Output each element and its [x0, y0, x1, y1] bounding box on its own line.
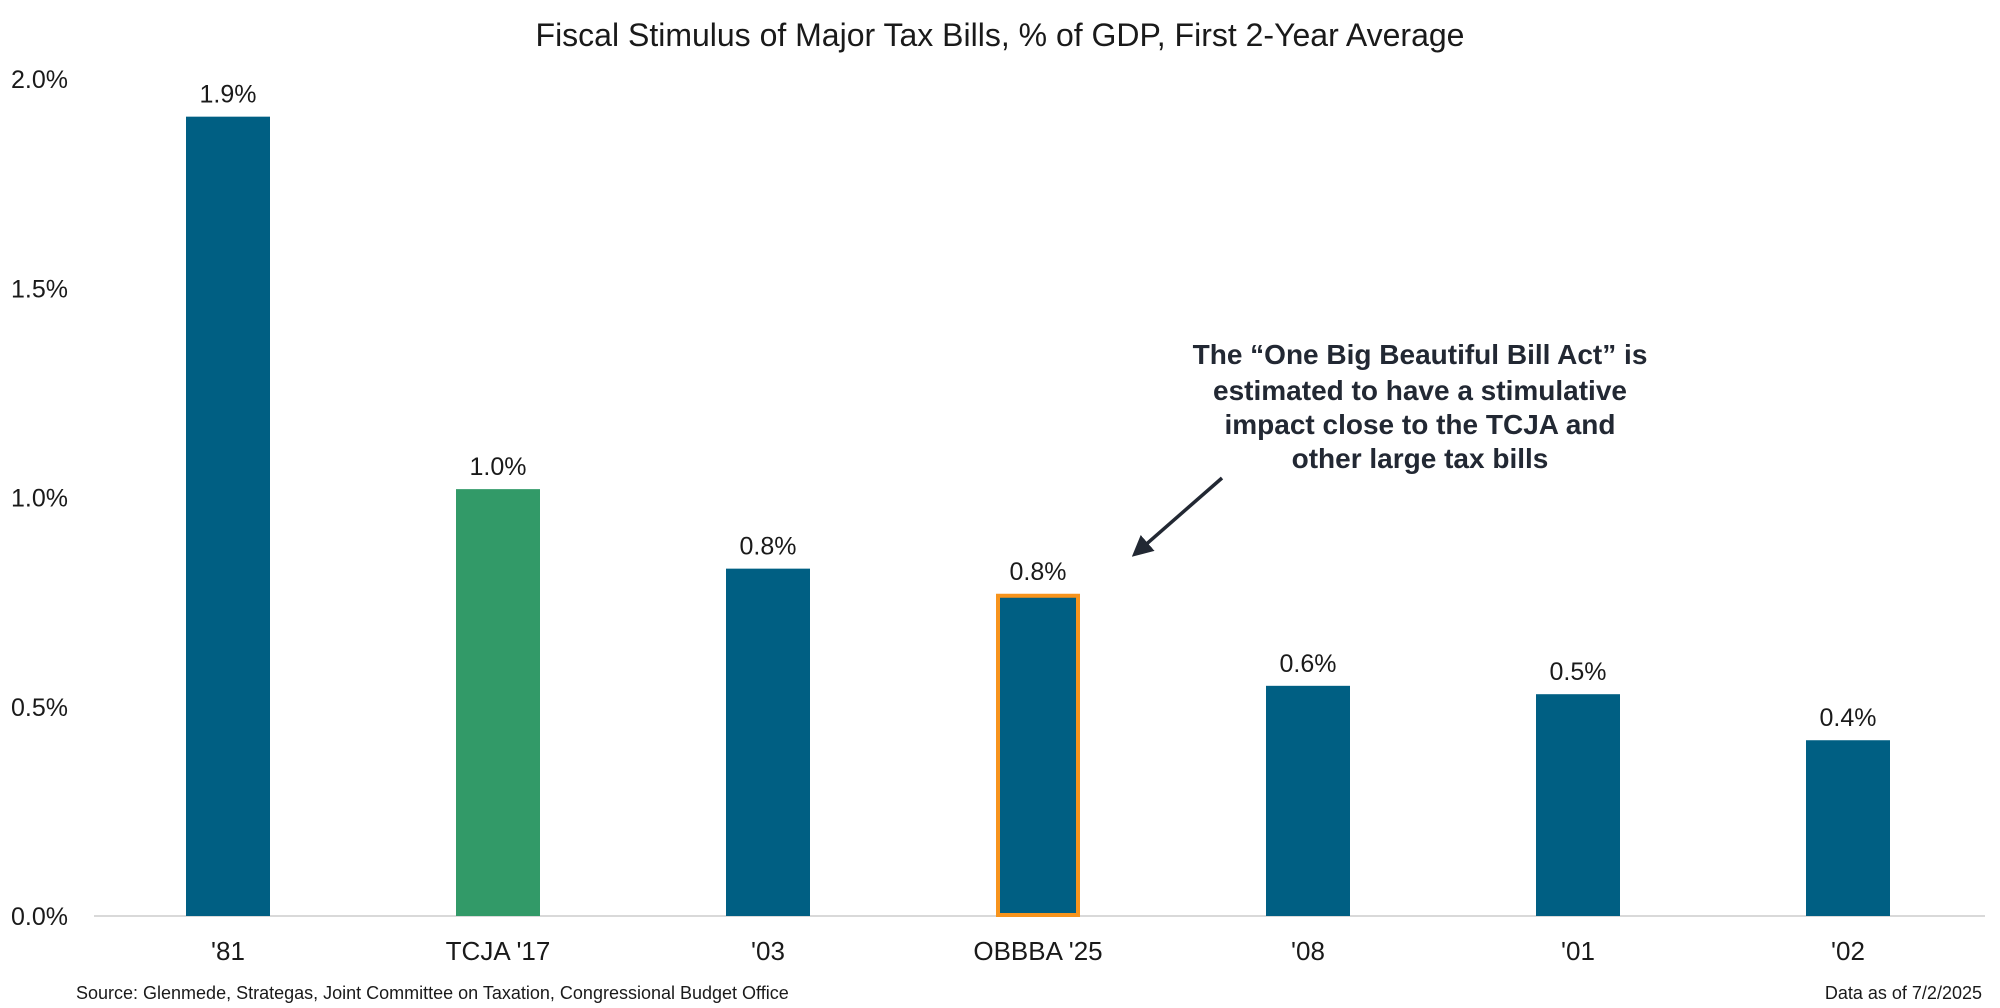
- annotation-line: The “One Big Beautiful Bill Act” is: [1193, 339, 1648, 370]
- annotation-line: estimated to have a stimulative: [1213, 375, 1627, 406]
- y-tick-label: 2.0%: [11, 66, 68, 94]
- bar: [1806, 740, 1890, 916]
- footer-source: Source: Glenmede, Strategas, Joint Commi…: [76, 983, 789, 1003]
- x-tick-label: '01: [1561, 936, 1595, 966]
- bar: [1536, 694, 1620, 916]
- x-tick-label: TCJA '17: [446, 936, 551, 966]
- bar: [1266, 685, 1350, 916]
- data-label: 0.4%: [1820, 704, 1877, 732]
- footer-date: Data as of 7/2/2025: [1825, 983, 1982, 1003]
- y-tick-label: 1.0%: [11, 485, 68, 513]
- annotation-arrow: [1131, 476, 1224, 557]
- x-tick-label: '08: [1291, 936, 1325, 966]
- x-axis-labels: '81 TCJA '17 '03 OBBBA '25 '08 '01 '02: [211, 936, 1865, 966]
- chart-title: Fiscal Stimulus of Major Tax Bills, % of…: [536, 17, 1465, 53]
- bars: [186, 116, 1890, 917]
- x-tick-label: '03: [751, 936, 785, 966]
- x-tick-label: '02: [1831, 936, 1865, 966]
- bar: [456, 489, 540, 916]
- y-tick-label: 0.5%: [11, 694, 68, 722]
- data-label: 0.6%: [1280, 650, 1337, 678]
- annotation-line: impact close to the TCJA and: [1224, 409, 1615, 440]
- bar: [726, 568, 810, 916]
- annotation: The “One Big Beautiful Bill Act” is estim…: [1131, 339, 1648, 557]
- data-label: 0.8%: [1010, 558, 1067, 586]
- data-labels: 1.9% 1.0% 0.8% 0.8% 0.6% 0.5% 0.4%: [200, 81, 1877, 733]
- y-tick-label: 0.0%: [11, 903, 68, 931]
- annotation-text: The “One Big Beautiful Bill Act” is estim…: [1193, 339, 1648, 474]
- y-axis: 0.0% 0.5% 1.0% 1.5% 2.0%: [11, 66, 68, 931]
- data-label: 1.9%: [200, 81, 257, 109]
- data-label: 1.0%: [470, 453, 527, 481]
- x-tick-label: '81: [211, 936, 245, 966]
- y-tick-label: 1.5%: [11, 275, 68, 303]
- bar-highlighted: [996, 593, 1080, 917]
- bar: [186, 116, 270, 917]
- annotation-line: other large tax bills: [1292, 443, 1549, 474]
- data-label: 0.5%: [1550, 658, 1607, 686]
- data-label: 0.8%: [740, 533, 797, 561]
- x-tick-label: OBBBA '25: [973, 936, 1102, 966]
